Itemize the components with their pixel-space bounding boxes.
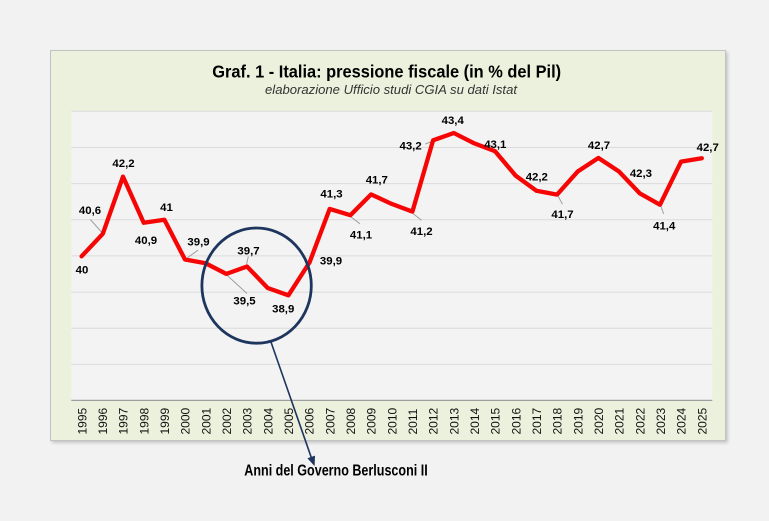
svg-text:1996: 1996 — [96, 407, 110, 434]
svg-text:2016: 2016 — [509, 407, 523, 434]
svg-text:elaborazione Ufficio studi CGI: elaborazione Ufficio studi CGIA su dati … — [265, 83, 518, 97]
svg-text:2003: 2003 — [241, 407, 255, 434]
svg-text:42,7: 42,7 — [697, 142, 719, 154]
svg-text:2018: 2018 — [551, 407, 565, 434]
svg-text:2007: 2007 — [323, 407, 337, 434]
svg-text:40,6: 40,6 — [79, 205, 101, 217]
svg-text:2011: 2011 — [406, 408, 420, 434]
svg-text:43,2: 43,2 — [400, 141, 422, 153]
svg-text:2023: 2023 — [654, 407, 668, 434]
svg-text:1997: 1997 — [117, 407, 131, 434]
svg-text:2002: 2002 — [220, 407, 234, 434]
svg-text:2019: 2019 — [571, 407, 585, 434]
svg-text:2015: 2015 — [489, 407, 503, 434]
svg-text:39,9: 39,9 — [320, 255, 342, 267]
svg-text:2006: 2006 — [303, 407, 317, 434]
svg-text:43,1: 43,1 — [484, 139, 507, 151]
svg-text:43,4: 43,4 — [442, 115, 465, 127]
svg-text:42,7: 42,7 — [588, 140, 610, 152]
svg-text:40,9: 40,9 — [135, 235, 157, 247]
svg-text:1998: 1998 — [137, 407, 151, 434]
svg-text:39,7: 39,7 — [237, 245, 259, 257]
svg-text:41,1: 41,1 — [350, 229, 373, 241]
svg-text:1999: 1999 — [158, 407, 172, 434]
svg-text:2020: 2020 — [592, 407, 606, 434]
svg-text:Graf. 1 - Italia: pressione fi: Graf. 1 - Italia: pressione fiscale (in … — [212, 61, 561, 81]
svg-text:2004: 2004 — [261, 407, 275, 434]
svg-text:41,7: 41,7 — [551, 209, 573, 221]
svg-text:42,3: 42,3 — [630, 168, 652, 180]
svg-text:2012: 2012 — [427, 407, 441, 434]
svg-text:2010: 2010 — [385, 407, 399, 434]
svg-text:2017: 2017 — [530, 407, 544, 434]
svg-text:40: 40 — [76, 264, 89, 276]
svg-text:2014: 2014 — [468, 407, 482, 434]
svg-text:2001: 2001 — [199, 407, 213, 434]
svg-text:38,9: 38,9 — [272, 304, 294, 316]
svg-text:2021: 2021 — [613, 407, 627, 434]
svg-text:41,3: 41,3 — [320, 189, 342, 201]
svg-text:2024: 2024 — [675, 407, 689, 434]
svg-text:41: 41 — [160, 202, 173, 214]
svg-text:2000: 2000 — [179, 407, 193, 434]
svg-text:39,9: 39,9 — [187, 237, 209, 249]
svg-text:2025: 2025 — [695, 407, 709, 434]
svg-text:41,7: 41,7 — [366, 175, 388, 187]
svg-text:2013: 2013 — [447, 407, 461, 434]
svg-text:2009: 2009 — [365, 407, 379, 434]
svg-text:42,2: 42,2 — [526, 172, 548, 184]
svg-text:2005: 2005 — [282, 407, 296, 434]
svg-text:2022: 2022 — [633, 407, 647, 434]
svg-text:41,2: 41,2 — [410, 226, 432, 238]
svg-text:1995: 1995 — [75, 407, 89, 434]
svg-text:41,4: 41,4 — [653, 221, 676, 233]
svg-text:2008: 2008 — [344, 407, 358, 434]
svg-text:42,2: 42,2 — [112, 158, 134, 170]
svg-text:39,5: 39,5 — [233, 296, 256, 308]
svg-text:Anni del Governo Berlusconi II: Anni del Governo Berlusconi II — [244, 463, 427, 480]
